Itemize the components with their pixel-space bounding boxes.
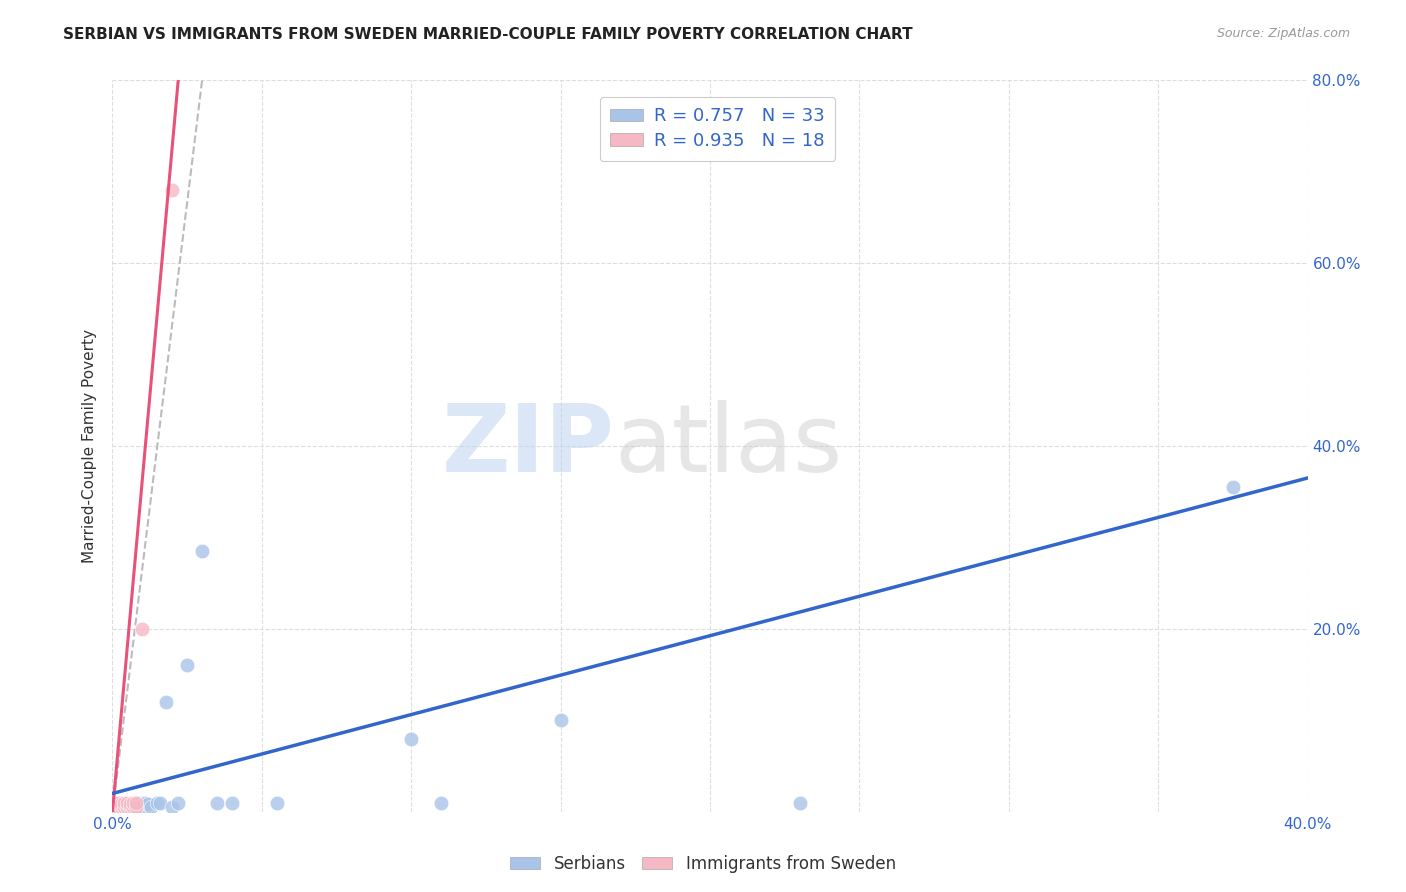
Point bbox=[114, 800, 135, 814]
Point bbox=[789, 796, 811, 810]
Point bbox=[114, 800, 135, 814]
Text: ZIP: ZIP bbox=[441, 400, 614, 492]
Point bbox=[107, 796, 129, 810]
Point bbox=[104, 796, 127, 810]
Point bbox=[430, 796, 453, 810]
Legend: Serbians, Immigrants from Sweden: Serbians, Immigrants from Sweden bbox=[503, 848, 903, 880]
Point bbox=[191, 544, 214, 558]
Point bbox=[125, 796, 148, 810]
Point bbox=[104, 800, 127, 814]
Point bbox=[110, 796, 132, 810]
Text: SERBIAN VS IMMIGRANTS FROM SWEDEN MARRIED-COUPLE FAMILY POVERTY CORRELATION CHAR: SERBIAN VS IMMIGRANTS FROM SWEDEN MARRIE… bbox=[63, 27, 912, 42]
Point bbox=[162, 183, 183, 197]
Point bbox=[114, 796, 135, 810]
Point bbox=[125, 800, 148, 814]
Legend: R = 0.757   N = 33, R = 0.935   N = 18: R = 0.757 N = 33, R = 0.935 N = 18 bbox=[599, 96, 835, 161]
Point bbox=[401, 731, 423, 746]
Point bbox=[221, 796, 243, 810]
Point bbox=[1222, 480, 1244, 494]
Text: Source: ZipAtlas.com: Source: ZipAtlas.com bbox=[1216, 27, 1350, 40]
Point bbox=[117, 800, 139, 814]
Point bbox=[110, 800, 132, 814]
Point bbox=[550, 714, 572, 728]
Text: atlas: atlas bbox=[614, 400, 842, 492]
Point bbox=[125, 800, 148, 814]
Point bbox=[120, 800, 142, 814]
Point bbox=[205, 796, 228, 810]
Point bbox=[149, 796, 172, 810]
Y-axis label: Married-Couple Family Poverty: Married-Couple Family Poverty bbox=[82, 329, 97, 563]
Point bbox=[266, 796, 288, 810]
Point bbox=[122, 800, 145, 814]
Point bbox=[107, 800, 129, 814]
Point bbox=[167, 796, 190, 810]
Point bbox=[120, 797, 142, 812]
Point bbox=[134, 796, 156, 810]
Point bbox=[110, 800, 132, 814]
Point bbox=[155, 695, 177, 709]
Point bbox=[117, 797, 139, 812]
Point bbox=[120, 800, 142, 814]
Point bbox=[107, 796, 129, 810]
Point bbox=[107, 800, 129, 814]
Point bbox=[141, 800, 163, 814]
Point bbox=[114, 796, 135, 810]
Point bbox=[110, 797, 132, 812]
Point bbox=[128, 796, 150, 810]
Point bbox=[138, 797, 160, 812]
Point bbox=[117, 800, 139, 814]
Point bbox=[122, 797, 145, 812]
Point bbox=[104, 796, 127, 810]
Point bbox=[104, 800, 127, 814]
Point bbox=[117, 796, 139, 810]
Point bbox=[122, 796, 145, 810]
Point bbox=[131, 800, 153, 814]
Point bbox=[146, 796, 169, 810]
Point bbox=[162, 800, 183, 814]
Point bbox=[131, 622, 153, 636]
Point bbox=[176, 658, 198, 673]
